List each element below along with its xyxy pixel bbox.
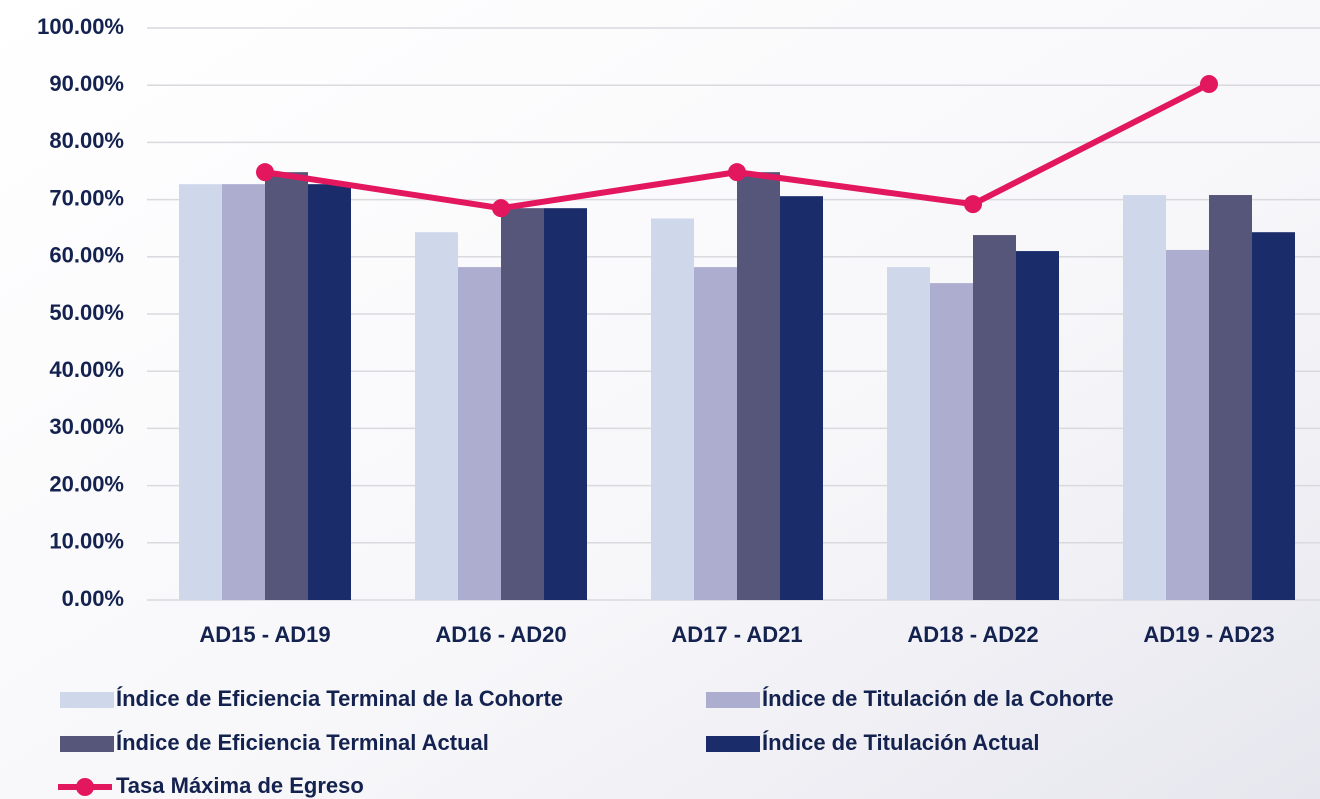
bar (651, 218, 694, 600)
bar (1252, 232, 1295, 601)
bar (265, 172, 308, 601)
y-tick-label: 20.00% (49, 471, 124, 496)
legend-label: Índice de Eficiencia Terminal de la Coho… (116, 686, 563, 711)
line-marker (256, 163, 274, 182)
line-marker (492, 199, 510, 218)
bar (179, 184, 222, 600)
legend-swatch (60, 736, 114, 752)
y-tick-label: 80.00% (49, 128, 124, 153)
x-tick-label: AD16 - AD20 (435, 622, 566, 647)
legend-swatch (76, 778, 94, 796)
bar (544, 208, 587, 600)
legend-label: Índice de Titulación de la Cohorte (762, 686, 1114, 711)
legend-swatch (60, 692, 114, 708)
bar (973, 235, 1016, 600)
x-tick-label: AD15 - AD19 (199, 622, 330, 647)
y-tick-label: 30.00% (49, 414, 124, 439)
y-tick-label: 90.00% (49, 71, 124, 96)
bar (887, 267, 930, 600)
x-tick-label: AD17 - AD21 (671, 622, 802, 647)
legend-label: Tasa Máxima de Egreso (116, 773, 364, 798)
legend-swatch (706, 692, 760, 708)
bar (1123, 195, 1166, 601)
legend-label: Índice de Eficiencia Terminal Actual (116, 730, 489, 755)
bar (737, 172, 780, 601)
y-tick-label: 100.00% (37, 14, 124, 39)
y-tick-label: 40.00% (49, 357, 124, 382)
line-marker (728, 163, 746, 182)
y-tick-label: 10.00% (49, 529, 124, 554)
bar (1166, 249, 1209, 600)
y-tick-label: 0.00% (62, 586, 124, 611)
line-marker (964, 195, 982, 214)
bar (694, 267, 737, 600)
line-marker (1200, 75, 1218, 94)
x-tick-label: AD18 - AD22 (907, 622, 1038, 647)
y-tick-label: 50.00% (49, 300, 124, 325)
bar (501, 208, 544, 600)
y-tick-label: 60.00% (49, 243, 124, 268)
legend-swatch (706, 736, 760, 752)
bar (415, 232, 458, 601)
bar (308, 184, 351, 600)
bar (458, 267, 501, 600)
bar (930, 283, 973, 600)
legend-label: Índice de Titulación Actual (762, 730, 1040, 755)
bar (1209, 195, 1252, 601)
bar (222, 184, 265, 600)
bar (780, 196, 823, 600)
x-tick-label: AD19 - AD23 (1143, 622, 1274, 647)
y-tick-label: 70.00% (49, 185, 124, 210)
bar (1016, 251, 1059, 600)
